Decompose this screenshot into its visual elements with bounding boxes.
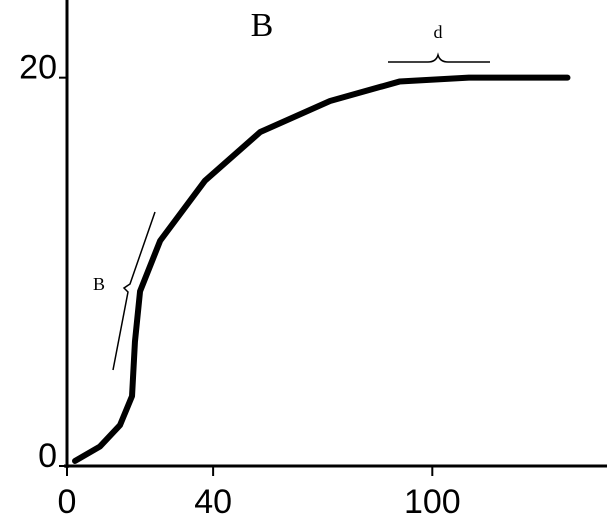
brace <box>388 52 490 63</box>
line <box>72 74 571 464</box>
x-tick-label: 40 <box>194 483 232 521</box>
y-tick-label: 0 <box>38 437 57 475</box>
annotation: d <box>434 22 443 42</box>
x-tick-label: 100 <box>404 483 461 521</box>
annotation: B <box>93 274 105 294</box>
y-tick-label: 20 <box>19 49 57 87</box>
bracket <box>112 211 156 371</box>
x-tick-label: 0 <box>58 483 77 521</box>
chart-title: B <box>251 7 274 44</box>
